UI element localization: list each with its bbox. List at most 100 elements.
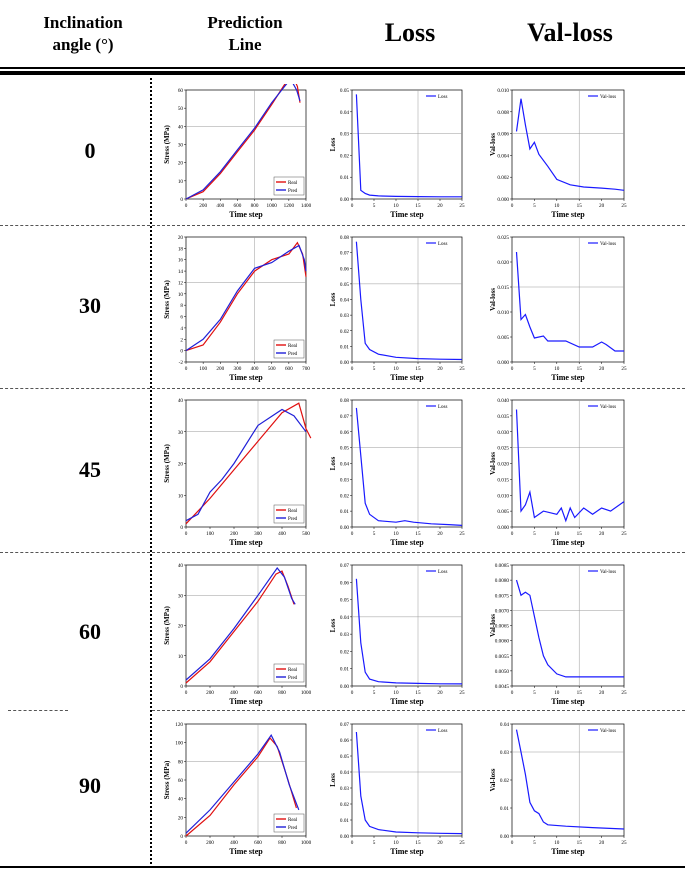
x-tick-label: 0	[185, 366, 188, 372]
legend-label: Val-loss	[600, 405, 616, 410]
x-tick-label: 800	[278, 690, 286, 696]
loss-header: Loss	[384, 18, 436, 47]
y-tick-label: 0.040	[497, 398, 509, 404]
y-tick-label: 0	[180, 684, 183, 690]
y-tick-label: 0.03	[500, 750, 509, 756]
loss-series-line	[355, 94, 462, 198]
y-tick-label: 0.015	[497, 285, 509, 291]
plot-frame	[351, 399, 463, 528]
y-axis-label: Loss	[329, 456, 337, 470]
y-axis-label: Loss	[329, 137, 337, 151]
x-tick-label: 1400	[301, 203, 312, 209]
legend-pred-label: Pred	[288, 189, 298, 194]
x-tick-label: 0	[185, 840, 188, 846]
y-tick-label: 0.01	[340, 818, 349, 824]
x-tick-label: 15	[577, 840, 583, 846]
y-tick-label: 0.000	[497, 525, 509, 531]
x-tick-label: 15	[415, 690, 421, 696]
y-tick-label: 0.01	[500, 806, 509, 812]
y-tick-label: 0.02	[340, 649, 349, 655]
y-tick-label: 0.020	[497, 260, 509, 266]
row-separator-right	[152, 225, 685, 226]
x-tick-label: 1000	[267, 203, 278, 209]
x-tick-label: 10	[393, 840, 399, 846]
x-axis-label: Time step	[390, 847, 424, 856]
y-tick-label: 0.0045	[495, 684, 510, 690]
real-series-line	[185, 241, 307, 352]
x-tick-label: 15	[415, 531, 421, 537]
x-tick-label: 5	[373, 690, 376, 696]
x-tick-label: 20	[437, 203, 443, 209]
y-tick-label: 10	[178, 493, 184, 499]
table-header: Inclination angle (°) Prediction Line Lo…	[0, 0, 685, 70]
y-tick-label: 0.05	[340, 88, 349, 94]
x-tick-label: 25	[459, 366, 465, 372]
x-tick-label: 500	[268, 366, 276, 372]
y-tick-label: 0.01	[340, 344, 349, 350]
prediction-header: Prediction Line	[200, 12, 290, 56]
header-rule-top	[0, 67, 685, 69]
y-tick-label: 0.06	[340, 266, 349, 272]
x-tick-label: 5	[533, 840, 536, 846]
y-tick-label: 0	[180, 197, 183, 203]
legend-label: Val-loss	[600, 95, 616, 100]
y-tick-label: 40	[178, 124, 184, 130]
x-tick-label: 600	[254, 840, 262, 846]
y-tick-label: 30	[178, 430, 184, 436]
x-axis-label: Time step	[229, 847, 263, 856]
y-tick-label: 40	[178, 797, 184, 803]
angle-30: 30	[79, 292, 101, 318]
y-tick-label: 0.02	[500, 778, 509, 784]
y-tick-label: 0.02	[340, 153, 349, 159]
y-tick-label: 0.025	[497, 235, 509, 241]
x-tick-label: 20	[437, 531, 443, 537]
x-tick-label: 25	[459, 840, 465, 846]
y-axis-label: Stress (MPa)	[163, 444, 171, 483]
y-tick-label: 0.07	[340, 414, 349, 420]
y-tick-label: 0.02	[340, 493, 349, 499]
y-tick-label: 10	[178, 292, 184, 298]
legend-real-label: Real	[288, 818, 298, 823]
y-axis-label: Val-loss	[489, 614, 497, 637]
loss-chart-90: 0.00 0.01 0.02 0.03 0.04 0.05 0.06 0.07 0 5 10 15 20…	[329, 722, 465, 856]
x-tick-label: 5	[373, 840, 376, 846]
real-series-line	[185, 402, 312, 525]
pred-series-line	[185, 408, 307, 522]
x-tick-label: 0	[511, 840, 514, 846]
x-tick-label: 5	[373, 366, 376, 372]
y-tick-label: 0.08	[340, 398, 349, 404]
y-tick-label: 0.03	[340, 132, 349, 138]
x-tick-label: 0	[511, 690, 514, 696]
val-series-line	[515, 409, 625, 523]
loss-series-line	[355, 407, 463, 526]
x-tick-label: 10	[554, 840, 560, 846]
legend-pred-label: Pred	[288, 517, 298, 522]
y-tick-label: -2	[179, 360, 184, 366]
x-tick-label: 20	[437, 840, 443, 846]
y-tick-label: 0.04	[340, 298, 349, 304]
y-tick-label: 0	[180, 834, 183, 840]
angle-90: 90	[79, 773, 101, 798]
x-tick-label: 500	[302, 531, 310, 537]
x-tick-label: 15	[577, 690, 583, 696]
y-tick-label: 0.00	[340, 684, 349, 690]
y-tick-label: 0.03	[340, 313, 349, 319]
y-tick-label: 0.00	[500, 834, 509, 840]
y-tick-label: 0.0070	[495, 608, 510, 614]
y-tick-label: 0.01	[340, 175, 349, 181]
y-tick-label: 0.06	[340, 430, 349, 436]
x-tick-label: 15	[415, 203, 421, 209]
x-tick-label: 25	[621, 690, 627, 696]
y-tick-label: 0.04	[340, 110, 349, 116]
x-tick-label: 15	[577, 531, 583, 537]
y-tick-label: 0.015	[497, 477, 509, 483]
x-tick-label: 10	[393, 690, 399, 696]
plot-frame	[511, 723, 625, 837]
val-series-line	[515, 98, 625, 191]
x-axis-label: Time step	[390, 210, 424, 219]
y-tick-label: 0.005	[497, 335, 509, 341]
y-tick-label: 50	[178, 106, 184, 112]
pred-series-line	[185, 734, 300, 834]
